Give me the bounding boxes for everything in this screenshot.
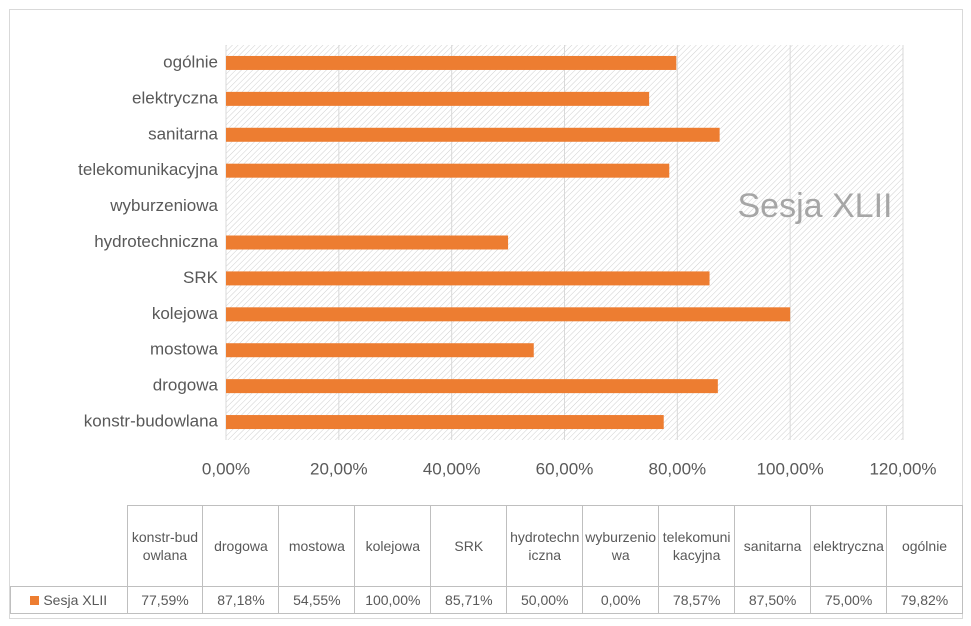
x-tick-label: 20,00% xyxy=(310,459,368,478)
y-tick-label: kolejowa xyxy=(152,304,219,323)
table-value: 75,00% xyxy=(810,586,888,614)
x-tick-label: 100,00% xyxy=(757,459,824,478)
table-value: 79,82% xyxy=(886,586,963,614)
table-header: konstr-budowlana xyxy=(126,505,204,587)
x-tick-label: 0,00% xyxy=(202,459,250,478)
table-header: hydrotechniczna xyxy=(506,505,584,587)
table-value: 87,18% xyxy=(202,586,280,614)
y-tick-label: konstr-budowlana xyxy=(84,412,219,431)
data-table: konstr-budowlana drogowa mostowa kolejowa SR… xyxy=(10,505,963,614)
table-value: 100,00% xyxy=(354,586,432,614)
table-header-row: konstr-budowlana drogowa mostowa kolejowa SR… xyxy=(10,505,963,587)
table-header: SRK xyxy=(430,505,508,587)
y-tick-label: ogólnie xyxy=(163,52,218,71)
legend-key xyxy=(30,596,40,605)
bar xyxy=(226,163,670,178)
bar xyxy=(226,91,650,106)
x-tick-label: 120,00% xyxy=(869,459,936,478)
bar xyxy=(226,55,677,70)
table-value: 77,59% xyxy=(126,586,204,614)
x-tick-label: 60,00% xyxy=(536,459,594,478)
legend-label: Sesja XLII xyxy=(43,592,108,608)
table-value: 87,50% xyxy=(734,586,812,614)
y-tick-label: elektryczna xyxy=(132,88,219,107)
y-tick-label: drogowa xyxy=(153,376,219,395)
table-header: sanitarna xyxy=(734,505,812,587)
bar xyxy=(226,127,720,142)
table-value-row: Sesja XLII 77,59% 87,18% 54,55% 100,00% 85,71… xyxy=(10,586,963,614)
table-corner xyxy=(10,505,128,587)
bar xyxy=(226,235,509,250)
y-tick-label: SRK xyxy=(183,268,219,287)
y-tick-label: telekomunikacyjna xyxy=(78,160,218,179)
y-tick-label: sanitarna xyxy=(148,124,218,143)
table-value: 0,00% xyxy=(582,586,660,614)
table-header: kolejowa xyxy=(354,505,432,587)
y-tick-label: wyburzeniowa xyxy=(109,196,218,215)
table-value: 78,57% xyxy=(658,586,736,614)
table-value: 54,55% xyxy=(278,586,356,614)
x-tick-label: 80,00% xyxy=(648,459,706,478)
bar xyxy=(226,343,534,358)
table-header: drogowa xyxy=(202,505,280,587)
table-header: elektryczna xyxy=(810,505,888,587)
table-header: mostowa xyxy=(278,505,356,587)
table-value: 50,00% xyxy=(506,586,584,614)
legend-cell: Sesja XLII xyxy=(10,586,128,614)
bar xyxy=(226,379,718,394)
chart-title: Sesja XLII xyxy=(738,187,893,225)
bar xyxy=(226,415,664,430)
y-tick-label: hydrotechniczna xyxy=(94,232,218,251)
bar xyxy=(226,271,710,286)
x-tick-label: 40,00% xyxy=(423,459,481,478)
bar xyxy=(226,307,791,322)
table-header: wyburzeniowa xyxy=(582,505,660,587)
y-tick-label: mostowa xyxy=(150,340,219,359)
table-value: 85,71% xyxy=(430,586,508,614)
chart-border xyxy=(9,9,963,619)
table-header: ogólnie xyxy=(886,505,963,587)
table-header: telekomunikacyjna xyxy=(658,505,736,587)
